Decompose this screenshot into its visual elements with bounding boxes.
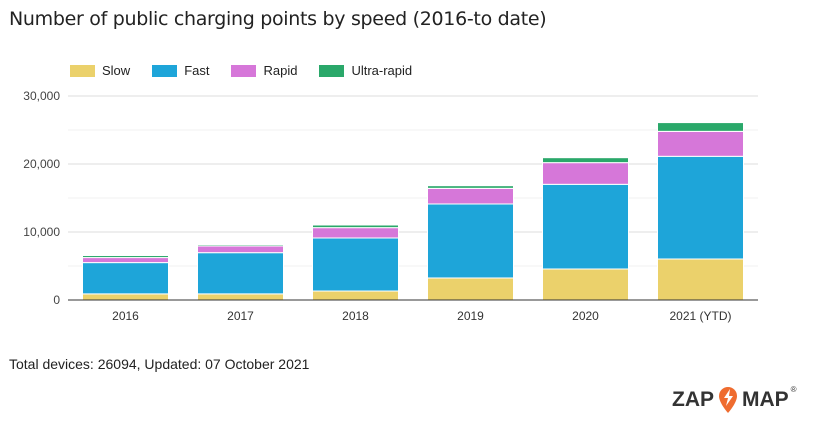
- bar-segment-fast: [312, 237, 399, 292]
- bar-segment-rapid: [427, 187, 514, 205]
- bar-segment-rapid: [197, 245, 284, 254]
- legend-swatch: [70, 64, 95, 77]
- bar-segment-slow: [427, 277, 514, 301]
- legend-swatch: [319, 64, 345, 77]
- logo-text-left: ZAP: [672, 388, 714, 411]
- bar-segment-fast: [657, 155, 744, 260]
- legend-item-rapid[interactable]: Rapid: [231, 63, 297, 78]
- chart: 0 10,000 20,000 30,000 2016 2017 2018 2019 2020 2…: [23, 89, 758, 323]
- registered-mark-icon: ®: [790, 385, 797, 394]
- bar-segment-ultra-rapid: [312, 224, 399, 229]
- x-tick-label: 2020: [572, 309, 599, 323]
- x-tick-label: 2018: [342, 309, 369, 323]
- legend-item-fast[interactable]: Fast: [152, 63, 209, 78]
- legend-label: Fast: [184, 63, 210, 78]
- bar-segment-ultra-rapid: [197, 244, 284, 247]
- bar-segment-slow: [197, 293, 284, 301]
- y-tick-label: 0: [53, 293, 60, 307]
- bar-segment-ultra-rapid: [427, 185, 514, 189]
- bar-segment-rapid: [312, 227, 399, 239]
- bar-segment-fast: [82, 262, 169, 295]
- legend-item-ultra-rapid[interactable]: Ultra-rapid: [319, 63, 412, 78]
- y-tick-label: 20,000: [23, 157, 60, 171]
- bar-segment-ultra-rapid: [657, 122, 744, 132]
- bar-segment-rapid: [542, 162, 629, 185]
- chart-title: Number of public charging points by spee…: [9, 8, 547, 30]
- x-tick-label: 2017: [227, 309, 254, 323]
- bar-segment-slow: [542, 268, 629, 301]
- y-tick-label: 30,000: [23, 89, 60, 103]
- y-tick-label: 10,000: [23, 225, 60, 239]
- x-tick-label: 2021 (YTD): [669, 309, 731, 323]
- legend-swatch: [152, 64, 178, 77]
- zap-map-logo: ZAP MAP ®: [672, 386, 797, 414]
- legend-label: Slow: [102, 63, 131, 78]
- legend-label: Rapid: [263, 63, 298, 78]
- bar-segment-fast: [427, 203, 514, 279]
- legend-item-slow[interactable]: Slow: [70, 63, 130, 78]
- logo-text-right: MAP: [742, 388, 789, 411]
- bar-segment-rapid: [657, 130, 744, 157]
- bar-segment-slow: [657, 258, 744, 301]
- map-pin-bolt-icon: [719, 387, 737, 413]
- bar-segment-fast: [197, 252, 284, 295]
- bar-segment-slow: [312, 290, 399, 301]
- legend-swatch: [231, 64, 257, 77]
- bar-segment-ultra-rapid: [542, 157, 629, 164]
- footer-text: Total devices: 26094, Updated: 07 Octobe…: [9, 356, 310, 372]
- x-tick-label: 2019: [457, 309, 484, 323]
- bar-segment-rapid: [82, 257, 169, 264]
- legend: Slow Fast Rapid Ultra-rapid: [70, 63, 434, 78]
- bar-segment-fast: [542, 183, 629, 270]
- bar-segment-slow: [82, 293, 169, 301]
- legend-label: Ultra-rapid: [351, 63, 413, 78]
- bar-segment-ultra-rapid: [82, 255, 169, 259]
- x-tick-label: 2016: [112, 309, 139, 323]
